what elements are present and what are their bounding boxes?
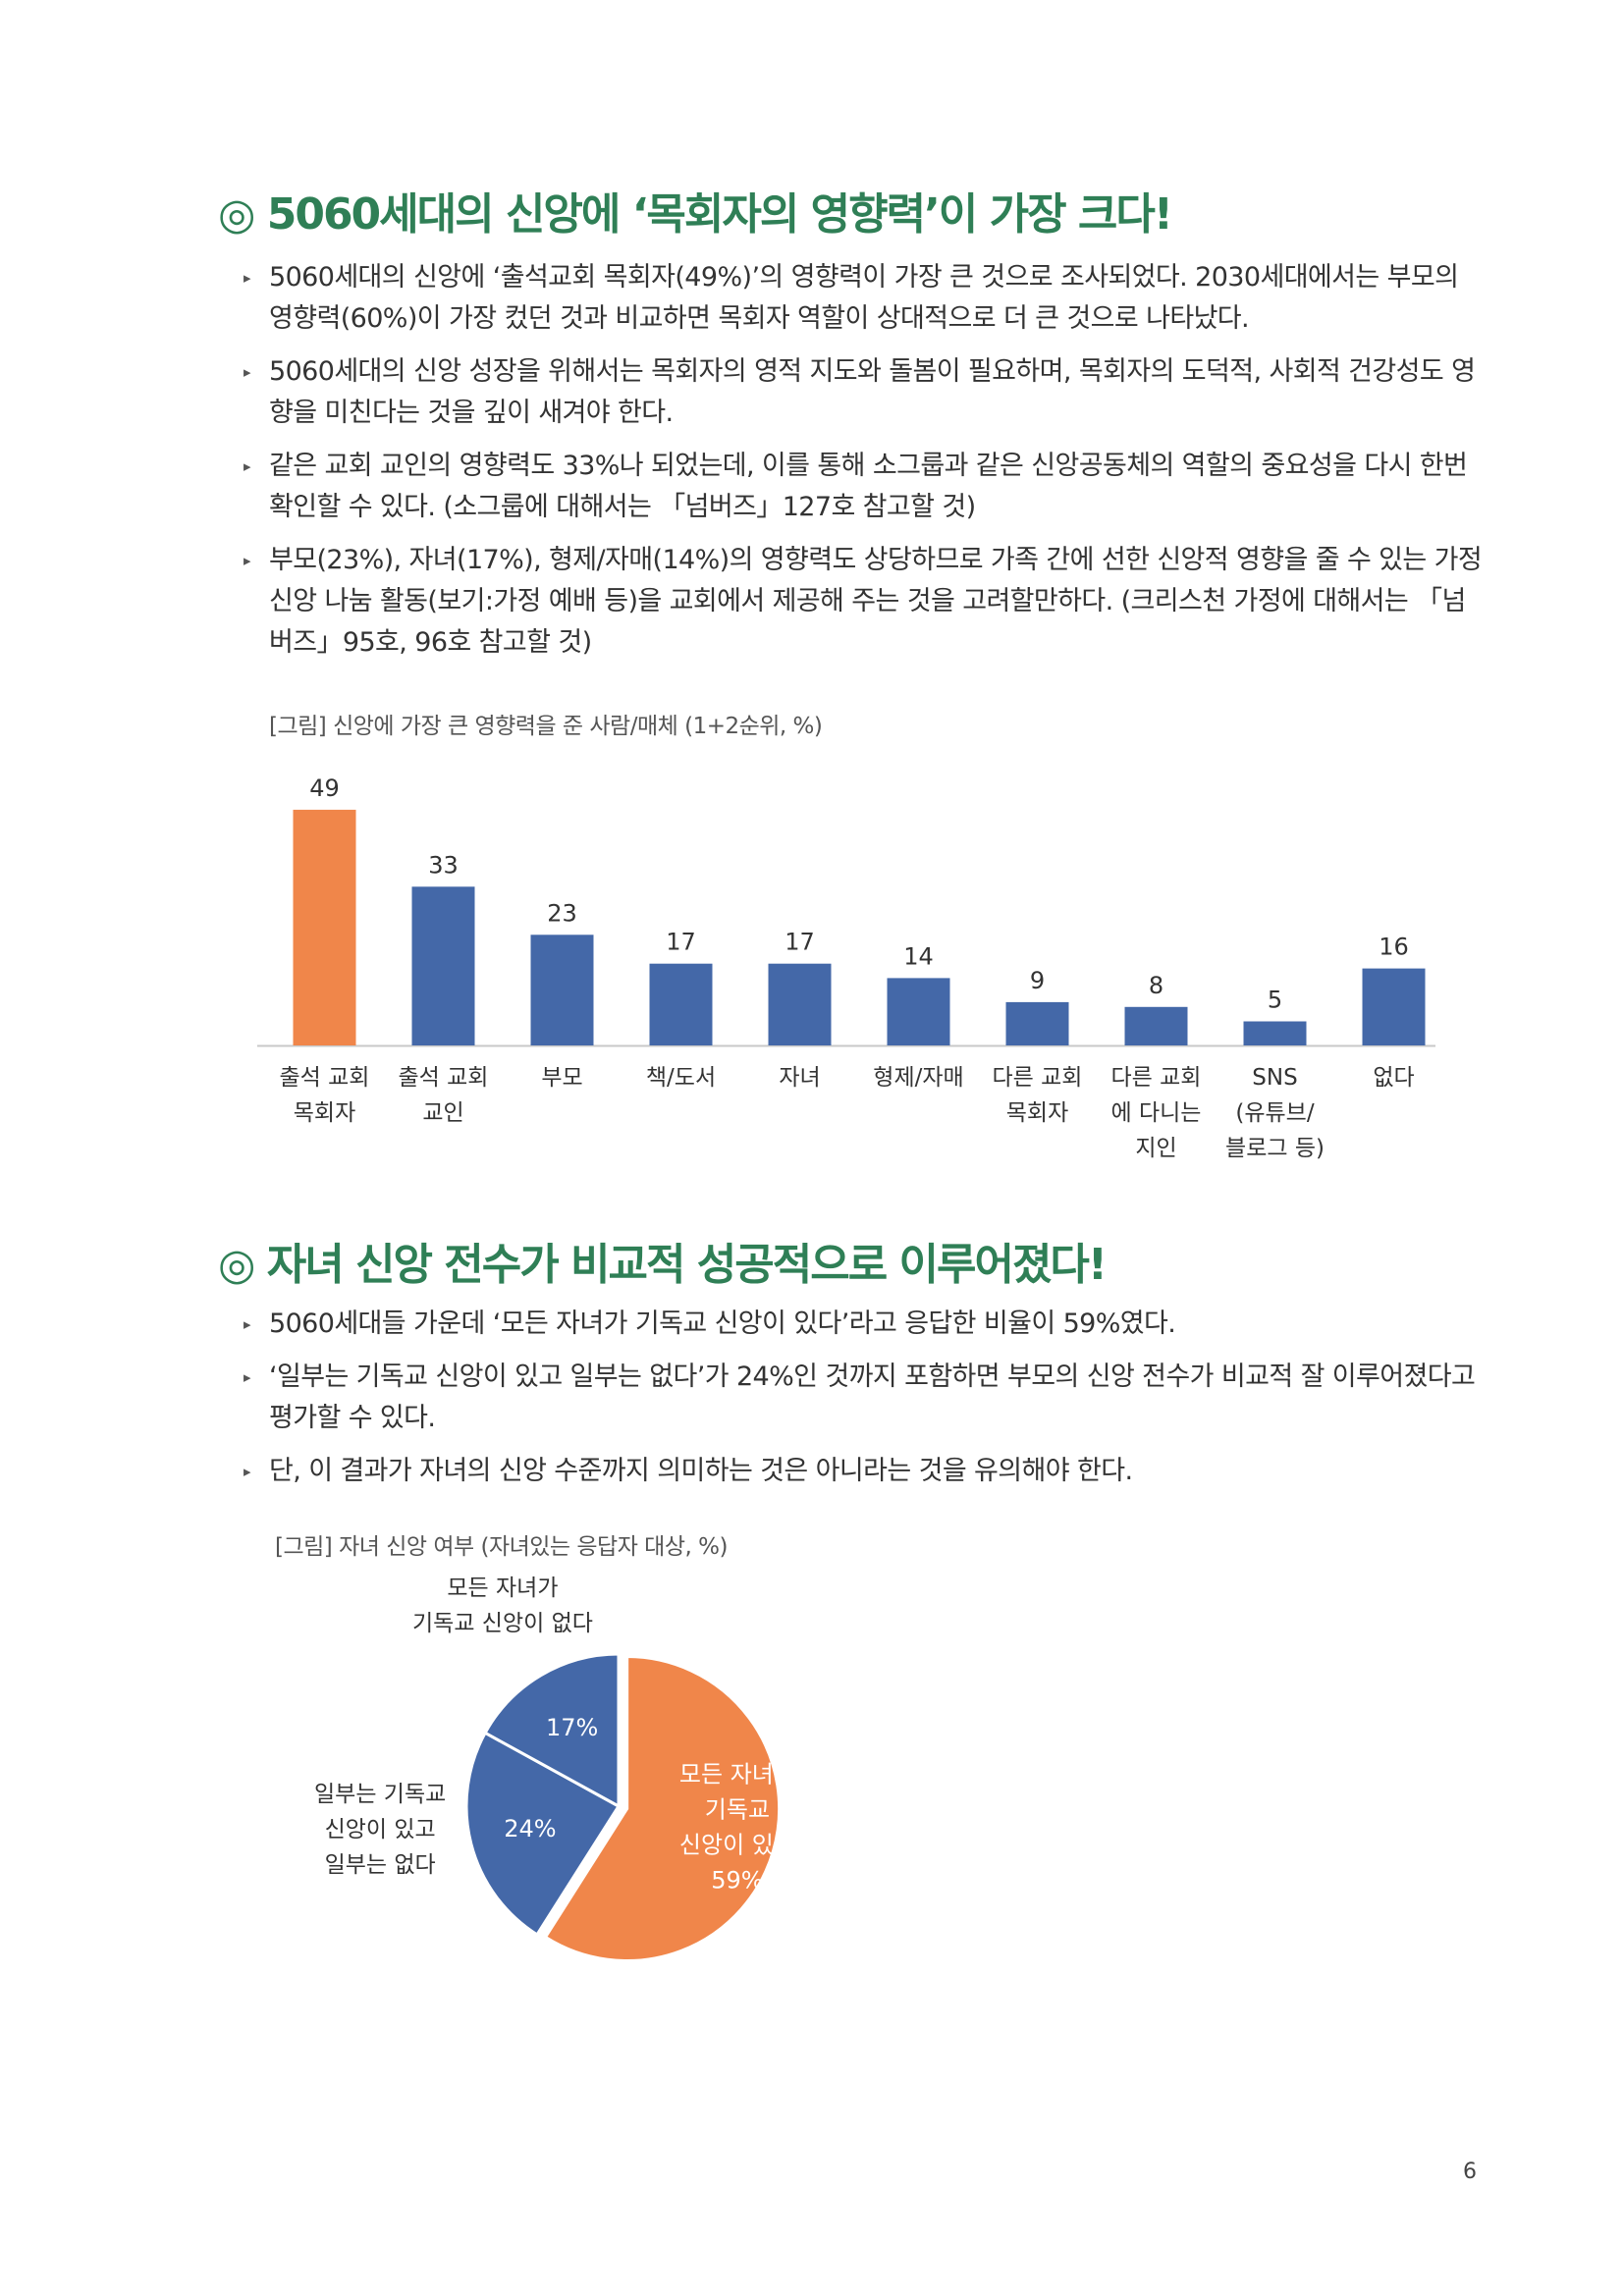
- bar: [293, 809, 356, 1045]
- category-label: 형제/자매: [873, 1065, 963, 1091]
- category-label: 목회자: [294, 1100, 355, 1126]
- category-label: 없다: [1373, 1065, 1414, 1091]
- bullet-marker-icon: ▸: [243, 269, 251, 287]
- bullet-marker-icon: ▸: [243, 1315, 251, 1333]
- bullet-item-2: ▸ ‘일부는 기독교 신앙이 있고 일부는 없다’가 24%인 것까지 포함하면 …: [242, 1357, 1484, 1439]
- bullet-text: 5060세대들 가운데 ‘모든 자녀가 기독교 신앙이 있다’라고 응답한 비율…: [269, 1308, 1176, 1339]
- bar: [887, 978, 950, 1045]
- category-label: 에 다니는: [1111, 1100, 1202, 1126]
- category-label: 지인: [1135, 1136, 1176, 1161]
- bar: [1005, 1001, 1069, 1045]
- category-label: 목회자: [1006, 1100, 1068, 1126]
- pie-slice: [543, 1655, 782, 1962]
- bar: [1124, 1006, 1188, 1045]
- bullet-item-3: ▸ 단, 이 결과가 자녀의 신앙 수준까지 의미하는 것은 아니라는 것을 유의…: [242, 1451, 1484, 1492]
- slice-label-line: 일부는 없다: [324, 1852, 436, 1878]
- bar: [649, 963, 713, 1045]
- bullet-marker-icon: ▸: [243, 1368, 251, 1386]
- category-label: 출석 교회: [399, 1065, 489, 1091]
- bullet-list-faith-transmission: ▸ 5060세대들 가운데 ‘모든 자녀가 기독교 신앙이 있다’라고 응답한 비…: [242, 1304, 1484, 1504]
- data-label: 17: [784, 929, 815, 956]
- data-label: 49: [309, 774, 340, 802]
- bullet-marker-icon: ▸: [243, 1463, 251, 1480]
- bullet-item-2: ▸ 5060세대의 신앙 성장을 위해서는 목회자의 영적 지도와 돌봄이 필요하…: [242, 351, 1484, 434]
- bar: [1243, 1021, 1307, 1045]
- bullet-item-1: ▸ 5060세대의 신앙에 ‘출석교회 목회자(49%)’의 영향력이 가장 큰 …: [242, 257, 1484, 340]
- bullet-text: 부모(23%), 자녀(17%), 형제/자매(14%)의 영향력도 상당하므로…: [269, 545, 1483, 658]
- data-label: 8: [1149, 972, 1163, 999]
- slice-label-line: 기독교 신앙이 없다: [412, 1611, 593, 1636]
- pie-slice: [483, 1652, 621, 1809]
- section-heading-pastor-influence: ◎ 5060세대의 신앙에 ‘목회자의 영향력’이 가장 크다!: [218, 189, 1173, 240]
- bullet-item-1: ▸ 5060세대들 가운데 ‘모든 자녀가 기독교 신앙이 있다’라고 응답한 비…: [242, 1304, 1484, 1345]
- slice-value-label: 24%: [504, 1815, 556, 1842]
- data-label: 17: [666, 929, 696, 956]
- category-label: 교인: [422, 1100, 463, 1126]
- data-label: 33: [428, 851, 459, 879]
- bullet-text: 5060세대의 신앙 성장을 위해서는 목회자의 영적 지도와 돌봄이 필요하며…: [269, 356, 1476, 428]
- figure-caption-influence: [그림] 신앙에 가장 큰 영향력을 준 사람/매체 (1+2순위, %): [269, 714, 823, 739]
- category-label: 다른 교회: [1111, 1065, 1202, 1091]
- slice-label: 기독교: [705, 1795, 770, 1823]
- category-label: 출석 교회: [280, 1065, 370, 1091]
- bullet-list-pastor-influence: ▸ 5060세대의 신앙에 ‘출석교회 목회자(49%)’의 영향력이 가장 큰 …: [242, 257, 1484, 675]
- category-label: 자녀: [779, 1065, 820, 1091]
- bullet-text: 같은 교회 교인의 영향력도 33%나 되었는데, 이를 통해 소그룹과 같은 …: [269, 451, 1468, 522]
- bar: [411, 886, 475, 1045]
- bullet-text: 5060세대의 신앙에 ‘출석교회 목회자(49%)’의 영향력이 가장 큰 것…: [269, 262, 1459, 334]
- category-label: 책/도서: [646, 1065, 716, 1091]
- bar: [768, 963, 832, 1045]
- bullet-item-3: ▸ 같은 교회 교인의 영향력도 33%나 되었는데, 이를 통해 소그룹과 같은…: [242, 446, 1484, 528]
- figure-caption-children-faith: [그림] 자녀 신앙 여부 (자녀있는 응답자 대상, %): [275, 1534, 728, 1560]
- data-label: 16: [1379, 934, 1409, 961]
- slice-label: 신앙이 있다: [679, 1831, 795, 1858]
- category-label: (유튜브/: [1235, 1100, 1314, 1126]
- bar: [530, 934, 594, 1045]
- category-label: 부모: [541, 1065, 582, 1091]
- data-label: 14: [903, 942, 934, 970]
- pie-slice: [464, 1731, 622, 1937]
- category-label: 다른 교회: [993, 1065, 1083, 1091]
- bullet-text: 단, 이 결과가 자녀의 신앙 수준까지 의미하는 것은 아니라는 것을 유의해…: [269, 1456, 1133, 1486]
- slice-label-line: 모든 자녀가: [447, 1575, 559, 1601]
- data-label: 9: [1030, 967, 1045, 994]
- slice-label-line: 신앙이 있고: [324, 1817, 436, 1842]
- slice-label-line: 일부는 기독교: [314, 1782, 447, 1807]
- bullet-marker-icon: ▸: [243, 363, 251, 381]
- category-label: SNS: [1252, 1065, 1297, 1091]
- slice-value-label: 17%: [546, 1714, 598, 1741]
- bullet-item-4: ▸ 부모(23%), 자녀(17%), 형제/자매(14%)의 영향력도 상당하므…: [242, 540, 1484, 664]
- bar: [1362, 968, 1426, 1045]
- section-heading-faith-transmission: ◎ 자녀 신앙 전수가 비교적 성공적으로 이루어졌다!: [218, 1240, 1108, 1290]
- bullet-marker-icon: ▸: [243, 552, 251, 569]
- data-label: 5: [1268, 987, 1282, 1014]
- category-label: 블로그 등): [1225, 1136, 1325, 1161]
- bullet-marker-icon: ▸: [243, 457, 251, 475]
- slice-value-label: 59%: [711, 1866, 763, 1894]
- page-number: 6: [1463, 2160, 1477, 2184]
- bullet-text: ‘일부는 기독교 신앙이 있고 일부는 없다’가 24%인 것까지 포함하면 부…: [269, 1362, 1476, 1433]
- data-label: 23: [547, 899, 577, 927]
- slice-label: 모든 자녀가: [679, 1760, 795, 1788]
